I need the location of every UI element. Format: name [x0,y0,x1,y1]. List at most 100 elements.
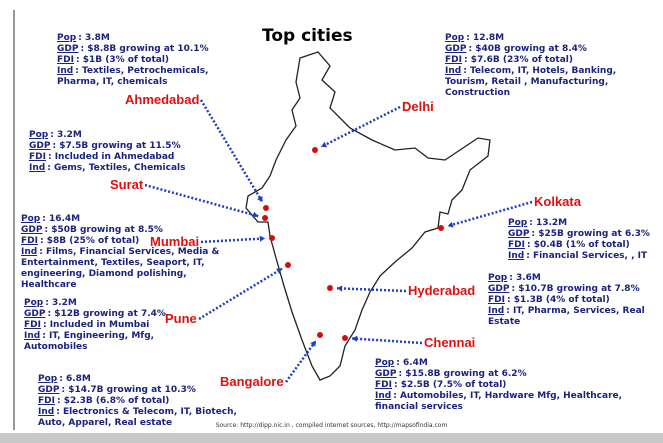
arrow-line [144,183,259,218]
field-value: Gems, Textiles, Chemicals [53,163,186,173]
city-info: Pop: 3.2M GDP: $7.5B growing at 11.5% FDI:… [29,130,219,174]
info-row: GDP: $7.5B growing at 11.5% [29,141,181,151]
field-value: 3.2M [56,130,82,140]
field-label: Pop [21,214,41,224]
city-dot [262,215,268,221]
field-value: Included in Mumbai [49,320,150,330]
city-dot [438,225,444,231]
field-label: GDP [488,284,510,294]
info-row: FDI: Included in Ahmedabad [29,152,175,162]
arrow-head [336,285,343,292]
field-label: GDP [508,229,530,239]
info-row: GDP: $40B growing at 8.4% [445,44,587,54]
city-info: Pop: 13.2M GDP: $25B growing at 6.3% FDI: … [508,218,660,262]
field-value: $2.3B (6.8% of total) [63,396,170,406]
info-row: Ind: Financial Services, , IT [508,251,648,261]
arrow-line [336,287,407,293]
field-value: 6.8M [65,374,91,384]
field-label: FDI [29,152,46,162]
field-label: FDI [488,295,505,305]
city-info: Pop: 12.8M GDP: $40B growing at 8.4% FDI: … [445,33,657,99]
info-row: Ind: Telecom, IT, Hotels, Banking, Touri… [445,66,617,98]
arrow-line [447,200,533,228]
arrow-line [320,105,401,148]
info-row: Pop: 13.2M [508,218,568,228]
info-row: Ind: IT, Pharma, Services, Real Estate [488,306,645,327]
field-label: FDI [38,396,55,406]
city-info: Pop: 6.8M GDP: $14.7B growing at 10.3% FDI… [38,374,238,429]
field-value: 3.2M [51,298,77,308]
field-value: $1.3B (4% of total) [513,295,610,305]
field-value: IT, Pharma, Services, Real Estate [488,306,645,327]
city-name: Kolkata [534,194,581,209]
field-label: GDP [375,369,397,379]
info-row: Ind: Textiles, Petrochemicals, Pharma, I… [57,66,209,87]
city-dot [269,235,275,241]
info-row: GDP: $25B growing at 6.3% [508,229,650,239]
field-value: $0.4B (1% of total) [533,240,630,250]
arrow-line [200,237,266,244]
info-row: Pop: 16.4M [21,214,81,224]
info-row: Ind: Automobiles, IT, Hardware Mfg, Heal… [375,391,623,412]
field-label: Ind [24,331,41,341]
field-value: 16.4M [48,214,81,224]
arrow-head [276,268,283,274]
field-value: $8.8B growing at 10.1% [87,44,209,54]
city-dot [317,332,323,338]
arrow-head [351,335,358,342]
info-row: FDI: $2.3B (6.8% of total) [38,396,170,406]
field-label: Ind [38,407,55,417]
city-dot [327,285,333,291]
info-row: FDI: $2.5B (7.5% of total) [375,380,507,390]
field-label: FDI [21,236,38,246]
info-row: GDP: $8.8B growing at 10.1% [57,44,209,54]
field-label: FDI [57,55,74,65]
city-info: Pop: 3.2M GDP: $12B growing at 7.4% FDI: I… [24,298,214,353]
field-value: $40B growing at 8.4% [475,44,587,54]
arrow-head [447,221,454,228]
field-value: Textiles, Petrochemicals, Pharma, IT, ch… [57,66,209,87]
field-label: Ind [57,66,74,76]
info-row: Ind: Gems, Textiles, Chemicals [29,163,186,173]
field-value: Electronics & Telecom, IT, Biotech, Auto… [38,407,237,428]
field-value: Telecom, IT, Hotels, Banking, Tourism, R… [445,66,617,98]
field-label: GDP [445,44,467,54]
city-name: Mumbai [150,234,200,249]
field-label: FDI [508,240,525,250]
field-label: Pop [375,358,395,368]
arrow-head [252,211,259,218]
field-value: 12.8M [472,33,505,43]
city-name: Bangalore [220,374,284,389]
field-value: $8B (25% of total) [46,236,140,246]
field-value: 3.6M [515,273,541,283]
field-label: Pop [29,130,49,140]
info-row: Pop: 3.2M [29,130,82,140]
field-value: $7.6B (23% of total) [470,55,573,65]
field-label: Ind [508,251,525,261]
info-row: FDI: $7.6B (23% of total) [445,55,573,65]
arrow-head [310,340,316,347]
field-value: $10.7B growing at 7.8% [518,284,640,294]
info-row: FDI: $1.3B (4% of total) [488,295,610,305]
arrow-head [259,235,266,242]
info-row: Pop: 6.4M [375,358,428,368]
field-value: $15.8B growing at 6.2% [405,369,527,379]
india-outline [245,51,491,381]
field-label: GDP [29,141,51,151]
city-name: Delhi [402,99,434,114]
city-name: Hyderabad [408,283,476,298]
arrow-line [351,337,423,345]
field-label: FDI [445,55,462,65]
city-name: Surat [110,177,144,192]
field-label: Ind [488,306,505,316]
city-dot [263,205,269,211]
field-value: $14.7B growing at 10.3% [68,385,196,395]
field-value: IT, Engineering, Mfg, Automobiles [24,331,155,352]
field-label: Ind [29,163,46,173]
field-value: 3.8M [84,33,110,43]
field-value: $50B growing at 8.5% [51,225,163,235]
info-row: Ind: Electronics & Telecom, IT, Biotech,… [38,407,237,428]
city-dot [342,335,348,341]
info-row: FDI: $8B (25% of total) [21,236,140,246]
